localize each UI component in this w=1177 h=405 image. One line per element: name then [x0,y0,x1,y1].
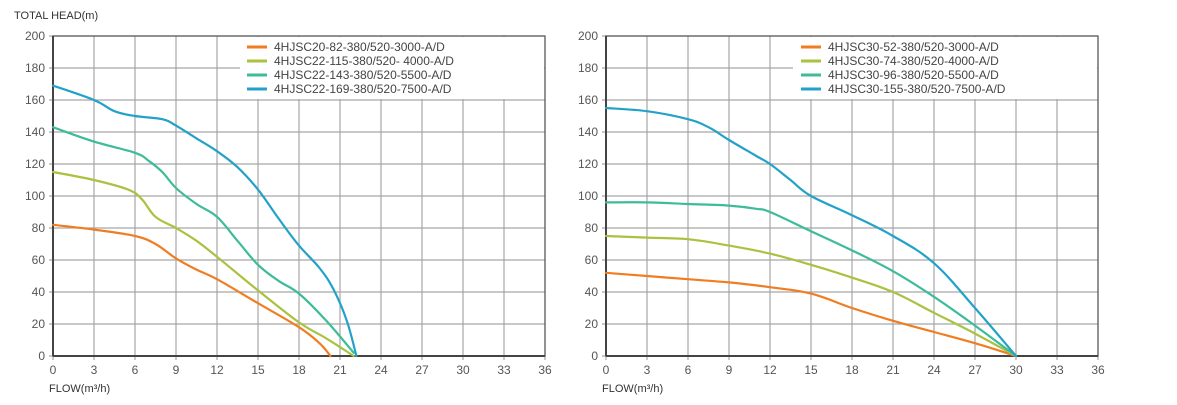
series-line-2 [51,170,355,358]
y-tick-label: 80 [585,221,599,235]
series-line-4 [604,106,1018,358]
x-tick-label: 3 [644,363,651,377]
y-tick-label: 180 [25,61,45,75]
x-tick-label: 15 [804,363,818,377]
x-tick-label: 36 [538,363,552,377]
y-axis-title: TOTAL HEAD(m) [14,10,99,22]
plot-area: 0 3 6 9 12 15 18 21 24 27 30 33 36020406080100120140… [25,29,552,395]
x-tick-label: 12 [210,363,224,377]
series-line-1 [604,271,1018,358]
x-tick-label: 9 [726,363,733,377]
y-tick-label: 140 [578,125,598,139]
x-tick-label: 21 [886,363,900,377]
legend-label: 4HJSC22-169-380/520-7500-A/D [274,82,452,96]
x-tick-label: 18 [845,363,859,377]
x-tick-label: 15 [251,363,265,377]
x-tick-label: 3 [91,363,98,377]
legend-background [793,37,1097,99]
x-tick-label: 33 [497,363,511,377]
x-tick-label: 0 [603,363,610,377]
legend-label: 4HJSC22-143-380/520-5500-A/D [274,68,452,82]
y-tick-label: 100 [578,189,598,203]
y-tick-label: 60 [32,253,46,267]
series-line-1 [51,223,332,358]
left-chart: 0 3 6 9 12 15 18 21 24 27 30 33 36020406080100120140… [25,29,552,395]
x-axis-title: FLOW(m³/h) [49,383,110,395]
x-tick-label: 6 [685,363,692,377]
x-tick-label: 33 [1050,363,1064,377]
x-tick-label: 6 [132,363,139,377]
y-tick-label: 160 [25,93,45,107]
x-tick-label: 24 [374,363,388,377]
y-tick-label: 180 [578,61,598,75]
y-tick-label: 20 [585,317,599,331]
y-tick-label: 100 [25,189,45,203]
series-line-3 [51,126,355,354]
y-tick-label: 60 [585,253,599,267]
y-tick-label: 120 [578,157,598,171]
y-tick-label: 200 [25,29,45,43]
x-tick-label: 30 [1009,363,1023,377]
y-tick-label: 160 [578,93,598,107]
x-tick-label: 21 [333,363,347,377]
x-tick-label: 12 [763,363,777,377]
series-line-4 [51,84,358,358]
y-tick-label: 0 [591,349,598,363]
legend-label: 4HJSC22-115-380/520- 4000-A/D [274,54,454,68]
right-chart: 0 3 6 9 12 15 18 21 24 27 30 33 36020406080100120140… [578,29,1105,395]
series-line-3 [604,201,1018,358]
y-tick-label: 20 [32,317,46,331]
legend-label: 4HJSC30-74-380/520-4000-A/D [828,54,999,68]
y-tick-label: 40 [32,285,46,299]
x-tick-label: 18 [292,363,306,377]
y-tick-label: 80 [32,221,46,235]
legend-label: 4HJSC30-52-380/520-3000-A/D [828,40,999,54]
legend: 4HJSC30-52-380/520-3000-A/D4HJSC30-74-38… [801,40,1006,96]
x-tick-label: 27 [415,363,429,377]
plot-area: 0 3 6 9 12 15 18 21 24 27 30 33 36020406080100120140… [578,29,1105,395]
x-tick-label: 27 [968,363,982,377]
legend: 4HJSC20-82-380/520-3000-A/D4HJSC22-115-3… [247,40,454,96]
y-tick-label: 200 [578,29,598,43]
x-tick-label: 0 [50,363,57,377]
y-tick-label: 0 [38,349,45,363]
y-tick-label: 120 [25,157,45,171]
x-tick-label: 24 [927,363,941,377]
y-tick-label: 140 [25,125,45,139]
x-axis-title: FLOW(m³/h) [602,383,663,395]
legend-label: 4HJSC30-96-380/520-5500-A/D [828,68,999,82]
x-tick-label: 36 [1091,363,1105,377]
legend-label: 4HJSC30-155-380/520-7500-A/D [828,82,1006,96]
x-tick-label: 30 [456,363,470,377]
y-tick-label: 40 [585,285,599,299]
x-tick-label: 9 [173,363,180,377]
series-line-2 [604,234,1018,358]
legend-label: 4HJSC20-82-380/520-3000-A/D [274,40,445,54]
legend-background [240,37,544,99]
